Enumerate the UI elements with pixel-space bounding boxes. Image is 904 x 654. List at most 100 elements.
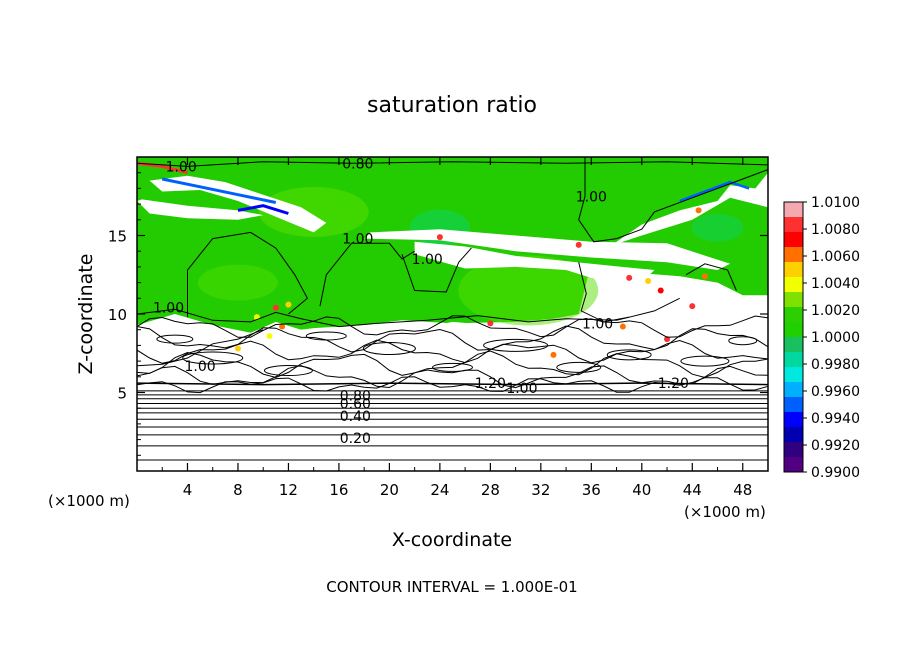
contour-label: 1.00 xyxy=(582,316,613,332)
colorbar-label: 1.0100 xyxy=(811,195,860,211)
field-speck xyxy=(657,287,664,294)
contour-lines xyxy=(137,157,768,461)
y-axis-ticks: 5 10 15 xyxy=(108,172,768,456)
contour-label: 1.20 xyxy=(658,376,689,392)
y-axis-label: Z-coordinate xyxy=(75,254,97,375)
contour-label-text: 1.00 xyxy=(506,381,537,397)
y-tick-label: 15 xyxy=(108,228,127,246)
contour-label: 1.00 xyxy=(166,159,197,175)
contour-line xyxy=(401,247,472,293)
plot-area xyxy=(137,157,768,471)
contour-label-text: 1.00 xyxy=(185,359,216,375)
field-speck xyxy=(626,274,633,281)
contour-line xyxy=(685,263,737,291)
contour-label-text: 1.00 xyxy=(153,301,184,317)
contour-cell xyxy=(182,351,244,365)
field-white-band xyxy=(414,241,655,283)
contour-label-text: 1.00 xyxy=(582,316,613,332)
x-tick-label: 12 xyxy=(279,481,298,499)
colorbar-swatch xyxy=(784,232,803,248)
field-speck xyxy=(436,234,443,241)
field-speck xyxy=(272,304,279,311)
colorbar-swatch xyxy=(784,367,803,383)
colorbar-swatch xyxy=(784,397,803,413)
contour-label: 1.00 xyxy=(576,189,607,205)
field-white-anvil xyxy=(149,175,327,233)
field-speck xyxy=(619,323,626,330)
contour-label-text: 1.20 xyxy=(475,376,506,392)
colorbar-swatch xyxy=(784,382,803,398)
contour-cell xyxy=(728,336,758,346)
contour-line xyxy=(137,382,768,386)
x-tick-label: 32 xyxy=(531,481,550,499)
colorbar-swatch xyxy=(784,247,803,263)
contour-label: 0.40 xyxy=(340,409,371,425)
contour-line xyxy=(137,339,768,364)
x-tick-label: 44 xyxy=(683,481,702,499)
contour-label: 0.80 xyxy=(340,389,371,405)
field-speck xyxy=(645,278,652,285)
colorbar-label: 0.9960 xyxy=(811,384,860,400)
contour-label-text: 0.80 xyxy=(340,389,371,405)
field-white-band xyxy=(137,199,264,220)
field-speck xyxy=(689,303,696,310)
field-blue-edge xyxy=(679,180,750,203)
contour-line xyxy=(578,157,768,243)
contour-cell xyxy=(263,365,313,377)
colorbar-label: 1.0080 xyxy=(811,222,860,238)
contour-label-text: 0.80 xyxy=(342,156,373,172)
saturation-field xyxy=(137,157,768,471)
field-speck xyxy=(279,323,286,330)
field-speck xyxy=(695,207,702,214)
field-light-patch xyxy=(197,264,278,301)
colorbar: 1.0100 1.0080 1.0060 1.0040 1.0020 1.0000 0.99… xyxy=(783,195,860,481)
field-speck xyxy=(550,351,557,358)
colorbar-swatch xyxy=(784,322,803,338)
contour-label: 0.60 xyxy=(340,396,371,412)
colorbar-swatch xyxy=(784,427,803,443)
x-tick-label: 20 xyxy=(380,481,399,499)
field-subsaturated xyxy=(137,392,768,471)
contour-line xyxy=(137,325,768,353)
field-speck xyxy=(701,273,708,280)
colorbar-label: 0.9900 xyxy=(811,465,860,481)
colorbar-swatch xyxy=(784,202,803,218)
contour-label-text: 1.20 xyxy=(658,376,689,392)
contour-label: 1.00 xyxy=(506,381,537,397)
x-axis-ticks: 4 8 12 16 20 24 28 32 36 40 44 48 xyxy=(161,157,752,499)
contour-cell xyxy=(432,362,473,372)
contour-line xyxy=(137,297,680,328)
contour-label-text: 1.00 xyxy=(342,232,373,248)
contour-line xyxy=(137,161,768,167)
x-tick-label: 16 xyxy=(329,481,348,499)
contour-line xyxy=(187,231,309,318)
field-cyan-patch xyxy=(691,213,744,242)
contour-label-text: 0.60 xyxy=(340,396,371,412)
field-blue-edge xyxy=(161,177,277,204)
contour-cell xyxy=(606,349,652,361)
field-speck xyxy=(487,320,494,327)
contour-cell xyxy=(680,355,730,367)
field-speck xyxy=(266,332,273,339)
field-speck xyxy=(575,241,582,248)
contour-label-text: 0.40 xyxy=(340,409,371,425)
colorbar-label: 0.9980 xyxy=(811,357,860,373)
y-tick-label: 10 xyxy=(108,306,127,324)
contour-labels: 1.00 0.801.001.001.001.001.001.001.20 1.00… xyxy=(153,156,689,447)
colorbar-label: 0.9920 xyxy=(811,438,860,454)
contour-cell xyxy=(483,338,549,352)
y-tick-label: 5 xyxy=(117,385,127,403)
colorbar-label: 0.9940 xyxy=(811,411,860,427)
contour-label: 1.00 xyxy=(185,359,216,375)
colorbar-swatch xyxy=(784,442,803,458)
field-light-patch xyxy=(458,255,599,326)
contour-label: 1.00 xyxy=(342,232,373,248)
colorbar-swatch xyxy=(784,412,803,428)
field-white-band xyxy=(364,229,731,270)
contour-interval-note: CONTOUR INTERVAL = 1.000E-01 xyxy=(326,578,577,596)
x-tick-label: 24 xyxy=(430,481,449,499)
colorbar-swatch xyxy=(784,352,803,368)
x-units-left: (×1000 m) xyxy=(48,492,130,510)
field-blue-edge xyxy=(237,204,289,215)
